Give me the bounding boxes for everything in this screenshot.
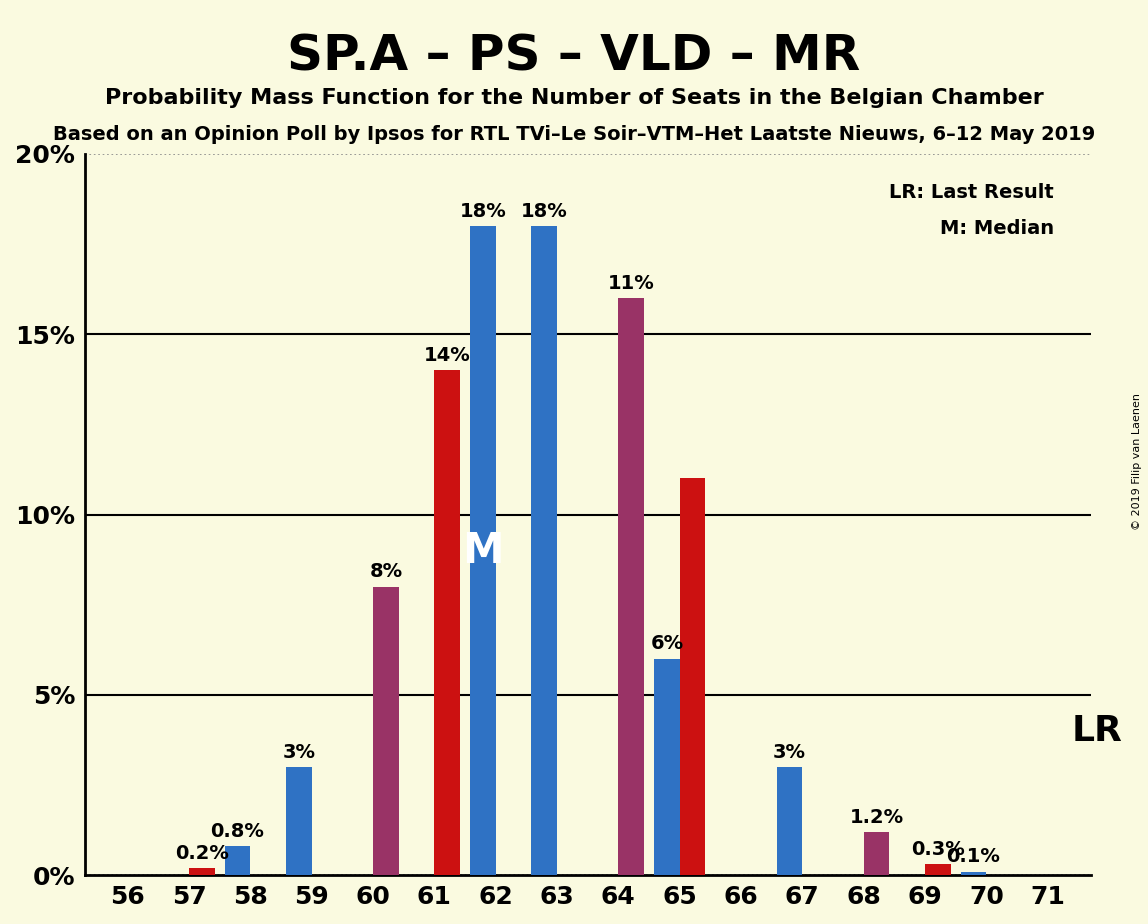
- Text: 8%: 8%: [370, 563, 403, 581]
- Bar: [680, 479, 706, 875]
- Bar: [373, 587, 398, 875]
- Text: 14%: 14%: [424, 346, 471, 365]
- Text: 6%: 6%: [650, 635, 683, 653]
- Bar: [654, 659, 680, 875]
- Text: M: Median: M: Median: [940, 219, 1054, 237]
- Bar: [925, 865, 951, 875]
- Text: LR: Last Result: LR: Last Result: [889, 183, 1054, 201]
- Text: 0.2%: 0.2%: [174, 844, 228, 863]
- Bar: [619, 298, 644, 875]
- Text: 11%: 11%: [607, 274, 654, 293]
- Text: Probability Mass Function for the Number of Seats in the Belgian Chamber: Probability Mass Function for the Number…: [104, 88, 1044, 108]
- Bar: [189, 868, 215, 875]
- Bar: [863, 832, 890, 875]
- Text: LR: LR: [1071, 714, 1123, 748]
- Text: 0.1%: 0.1%: [947, 847, 1000, 867]
- Bar: [961, 871, 986, 875]
- Text: 3%: 3%: [773, 743, 806, 761]
- Bar: [225, 846, 250, 875]
- Bar: [286, 767, 311, 875]
- Bar: [434, 371, 460, 875]
- Text: M: M: [461, 529, 504, 572]
- Bar: [776, 767, 802, 875]
- Text: 1.2%: 1.2%: [850, 808, 903, 827]
- Text: 3%: 3%: [282, 743, 316, 761]
- Bar: [470, 226, 496, 875]
- Bar: [532, 226, 557, 875]
- Text: 18%: 18%: [521, 201, 567, 221]
- Text: © 2019 Filip van Laenen: © 2019 Filip van Laenen: [1132, 394, 1142, 530]
- Text: 0.3%: 0.3%: [912, 840, 964, 859]
- Text: 0.8%: 0.8%: [210, 822, 264, 841]
- Text: 18%: 18%: [459, 201, 506, 221]
- Text: Based on an Opinion Poll by Ipsos for RTL TVi–Le Soir–VTM–Het Laatste Nieuws, 6–: Based on an Opinion Poll by Ipsos for RT…: [53, 125, 1095, 144]
- Text: SP.A – PS – VLD – MR: SP.A – PS – VLD – MR: [287, 32, 861, 80]
